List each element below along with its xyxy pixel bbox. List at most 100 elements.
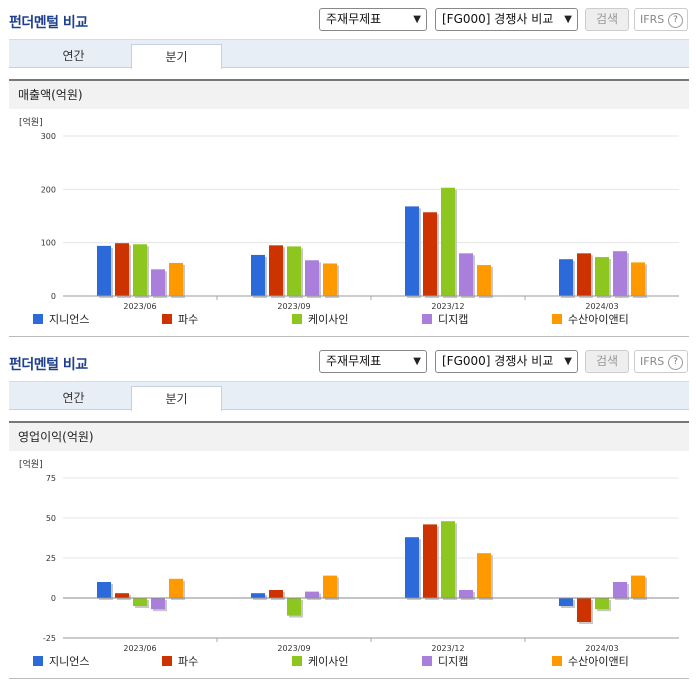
y-tick-label: 75 xyxy=(46,474,56,483)
chevron-down-icon: ▼ xyxy=(564,356,572,367)
chevron-down-icon: ▼ xyxy=(564,14,572,25)
bar xyxy=(305,260,319,296)
x-tick-label: 2023/09 xyxy=(277,302,310,311)
compare-select-value: [FG000] 경쟁사 비교 xyxy=(442,12,554,26)
bar xyxy=(595,257,609,296)
legend-swatch xyxy=(292,314,302,324)
metric-title: 매출액(억원) xyxy=(9,79,689,109)
legend-swatch xyxy=(33,314,43,324)
legend-label: 디지캡 xyxy=(438,655,468,668)
compare-select[interactable]: [FG000] 경쟁사 비교 ▼ xyxy=(435,8,578,31)
bar xyxy=(133,598,147,606)
y-tick-label: 200 xyxy=(41,185,56,194)
bar xyxy=(133,244,147,296)
y-tick-label: -25 xyxy=(43,634,56,643)
bar xyxy=(631,575,645,598)
ifrs-help-button[interactable]: IFRS ? xyxy=(634,350,688,373)
bar xyxy=(405,206,419,296)
help-icon: ? xyxy=(668,13,683,28)
tab-quarterly[interactable]: 분기 xyxy=(131,386,222,411)
tab-annual[interactable]: 연간 xyxy=(62,49,85,63)
x-tick-label: 2023/12 xyxy=(431,644,464,653)
bar xyxy=(251,593,265,598)
x-tick-label: 2023/06 xyxy=(123,644,156,653)
bar xyxy=(323,263,337,296)
legend-label: 수산아이앤티 xyxy=(568,655,629,668)
bar xyxy=(459,590,473,598)
x-tick-label: 2023/12 xyxy=(431,302,464,311)
compare-select[interactable]: [FG000] 경쟁사 비교 ▼ xyxy=(435,350,578,373)
bar xyxy=(559,259,573,296)
x-tick-label: 2023/09 xyxy=(277,644,310,653)
chevron-down-icon: ▼ xyxy=(413,356,421,367)
bar xyxy=(423,524,437,598)
y-tick-label: 300 xyxy=(41,132,56,141)
tab-quarterly[interactable]: 분기 xyxy=(131,44,222,69)
bar xyxy=(305,591,319,598)
bar xyxy=(613,251,627,296)
statement-select[interactable]: 주재무제표 ▼ xyxy=(319,8,427,31)
divider xyxy=(9,336,689,337)
bar xyxy=(477,265,491,296)
bar xyxy=(459,253,473,296)
panel-title: 펀더멘털 비교 xyxy=(9,15,88,31)
bar xyxy=(423,212,437,296)
panel-title: 펀더멘털 비교 xyxy=(9,357,88,373)
bar xyxy=(169,262,183,296)
y-unit-label: [억원] xyxy=(19,116,43,128)
bar xyxy=(169,578,183,598)
sales-bar-chart: [억원] 0 100 200 300 2023/06 2023/09 2023/12 2024/… xyxy=(19,116,679,326)
bar xyxy=(115,593,129,598)
ifrs-help-button[interactable]: IFRS ? xyxy=(634,8,688,31)
period-tabs: 연간 분기 xyxy=(9,381,689,411)
legend-swatch xyxy=(292,656,302,666)
legend-swatch xyxy=(162,314,172,324)
bar xyxy=(323,575,337,598)
bar xyxy=(97,245,111,296)
y-tick-label: 25 xyxy=(46,554,56,563)
legend-swatch xyxy=(552,656,562,666)
bar xyxy=(477,553,491,598)
y-tick-label: 0 xyxy=(51,594,56,603)
statement-select[interactable]: 주재무제표 ▼ xyxy=(319,350,427,373)
help-icon: ? xyxy=(668,355,683,370)
bar xyxy=(251,254,265,296)
x-tick-label: 2023/06 xyxy=(123,302,156,311)
statement-select-value: 주재무제표 xyxy=(326,12,382,26)
y-tick-label: 100 xyxy=(41,239,56,248)
bar xyxy=(559,598,573,606)
legend-swatch xyxy=(422,656,432,666)
legend-label: 디지캡 xyxy=(438,313,468,326)
bar xyxy=(151,269,165,296)
bar xyxy=(613,582,627,598)
legend-label: 파수 xyxy=(178,313,198,326)
ifrs-label: IFRS xyxy=(640,355,665,368)
legend-label: 케이사인 xyxy=(308,655,348,668)
search-button[interactable]: 검색 xyxy=(585,8,629,31)
y-tick-label: 50 xyxy=(46,514,56,523)
ifrs-label: IFRS xyxy=(640,13,665,26)
bar xyxy=(287,246,301,296)
tab-annual[interactable]: 연간 xyxy=(62,391,85,405)
bar xyxy=(115,243,129,296)
x-tick-label: 2024/03 xyxy=(585,302,618,311)
y-tick-label: 0 xyxy=(51,292,56,301)
bar xyxy=(595,598,609,610)
search-button[interactable]: 검색 xyxy=(585,350,629,373)
statement-select-value: 주재무제표 xyxy=(326,354,382,368)
legend-swatch xyxy=(552,314,562,324)
legend-label: 수산아이앤티 xyxy=(568,313,629,326)
legend-label: 지니언스 xyxy=(49,313,89,326)
bar xyxy=(577,253,591,296)
fundamental-compare-panel-op-income: 펀더멘털 비교 주재무제표 ▼ [FG000] 경쟁사 비교 ▼ 검색 IFRS… xyxy=(0,342,696,684)
legend-swatch xyxy=(162,656,172,666)
legend-swatch xyxy=(422,314,432,324)
legend-label: 케이사인 xyxy=(308,313,348,326)
bar xyxy=(405,537,419,598)
compare-select-value: [FG000] 경쟁사 비교 xyxy=(442,354,554,368)
bar xyxy=(151,598,165,610)
bar xyxy=(269,245,283,296)
y-unit-label: [억원] xyxy=(19,458,43,470)
fundamental-compare-panel-sales: 펀더멘털 비교 주재무제표 ▼ [FG000] 경쟁사 비교 ▼ 검색 IFRS… xyxy=(9,8,689,337)
bar xyxy=(441,187,455,296)
